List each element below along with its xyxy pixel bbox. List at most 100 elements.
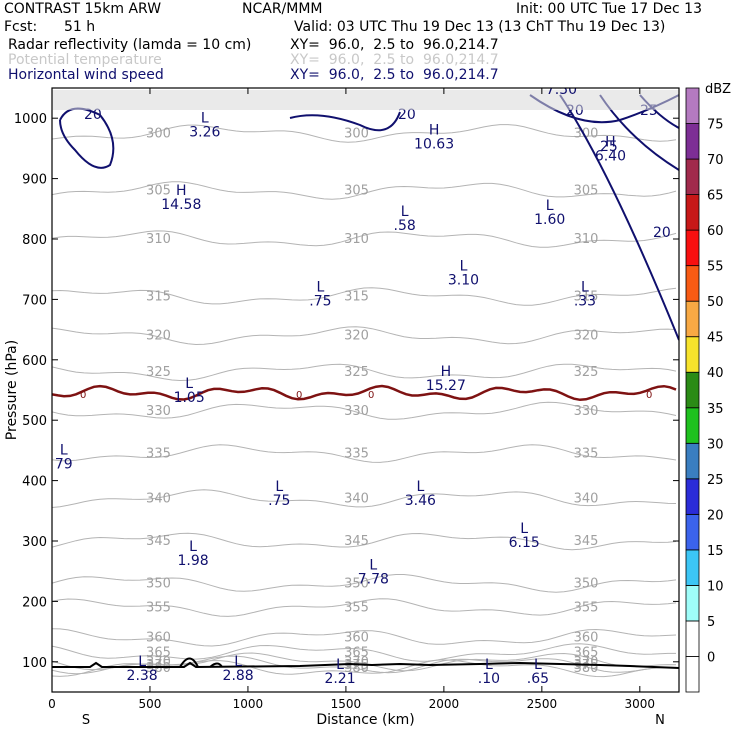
colorbar-segment [685, 656, 700, 693]
extremum-l-mark: L [138, 654, 146, 670]
isentrope-label: 340 [146, 492, 171, 507]
x-tick-label: 3000 [625, 697, 656, 711]
freezing-level-label: 0 [80, 390, 86, 401]
isentrope-label: 340 [344, 492, 369, 507]
wind-speed-label: 20 [398, 107, 416, 123]
y-tick-label: 300 [22, 535, 47, 550]
isentrope-330 [52, 401, 677, 420]
org-label: NCAR/MMM [242, 1, 323, 17]
isentrope-365 [52, 643, 676, 662]
fcst-value: 51 h [64, 19, 96, 35]
isentrope-label: 315 [146, 289, 171, 304]
colorbar-segment [685, 442, 700, 480]
isentrope-label: 340 [574, 492, 599, 507]
x-axis-label: Distance (km) [316, 712, 414, 728]
colorbar-tick-label: 5 [707, 615, 715, 630]
extremum-value: .33 [574, 293, 596, 309]
isentrope-label: 365 [574, 646, 599, 661]
colorbar-tick-label: 60 [707, 224, 724, 239]
field-xy-wind: XY= 96.0, 2.5 to 96.0,214.7 [290, 67, 499, 83]
colorbar-segment [685, 371, 700, 409]
isentrope-label: 310 [344, 232, 369, 247]
isentrope-label: 380 [574, 661, 599, 676]
extremum-h-mark: H [149, 26, 160, 42]
colorbar-segment [685, 407, 700, 444]
colorbar-units: dBZ [705, 82, 731, 97]
isentrope-350 [52, 574, 677, 593]
isentrope-label: 315 [344, 289, 369, 304]
y-axis-label: Pressure (hPa) [4, 340, 20, 440]
extremum-l-mark: L [336, 657, 344, 673]
extremum-value: 2.21 [324, 671, 355, 687]
colorbar-segment [685, 585, 700, 622]
extremum-value: 2.38 [127, 668, 158, 684]
x-tick-label: 2500 [527, 697, 558, 711]
colorbar-segment [685, 513, 700, 551]
isentrope-label: 360 [344, 631, 369, 646]
isentrope-label: 335 [344, 446, 369, 461]
extremum-l-mark: L [201, 110, 209, 126]
extremum-value: 79 [55, 457, 73, 473]
colorbar-segment [685, 549, 700, 586]
extremum-l-mark: L [342, 44, 350, 60]
y-tick-label: 900 [22, 173, 47, 188]
wind-speed-contour [559, 94, 679, 341]
extremum-l-mark: L [444, 26, 452, 42]
isentrope-375 [52, 655, 677, 675]
extremum-value: .65 [527, 671, 549, 687]
isentrope-label: 330 [344, 404, 369, 419]
y-tick-label: 600 [22, 354, 47, 369]
extremum-h-mark: H [176, 183, 187, 199]
isentrope-label: 325 [146, 365, 171, 380]
colorbar-segment [685, 229, 700, 267]
colorbar-segment [685, 620, 700, 657]
y-tick-label: 400 [22, 475, 47, 490]
extremum-l-mark: L [416, 479, 424, 495]
colorbar-tick-label: 0 [707, 650, 715, 665]
isentrope-label: 335 [574, 446, 599, 461]
isentrope-345 [52, 532, 677, 551]
extremum-value: 8.70 [138, 40, 169, 56]
extremum-l-mark: L [460, 258, 468, 274]
isentrope-300 [52, 124, 677, 143]
isentrope-label: 355 [146, 600, 171, 615]
freezing-level-label: 0 [646, 390, 652, 401]
colorbar-tick-label: 35 [707, 402, 724, 417]
isentrope-label: 320 [574, 329, 599, 344]
colorbar-segment [685, 123, 700, 160]
extremum-l-mark: L [546, 198, 554, 214]
freezing-level-label: 0 [368, 390, 374, 401]
wind-speed-label: 20 [653, 225, 671, 241]
extremum-value: .75 [268, 493, 290, 509]
isentrope-label: 380 [146, 661, 171, 676]
colorbar-segment [685, 158, 700, 195]
fcst-label: Fcst: [4, 19, 38, 35]
extremum-value: .58 [394, 218, 416, 234]
colorbar-tick-label: 30 [707, 437, 724, 452]
x-tick-label: 2000 [429, 697, 460, 711]
isentrope-380 [52, 659, 677, 678]
colorbar-tick-label: 50 [707, 295, 724, 310]
isentrope-320 [52, 326, 677, 346]
north-label: N [655, 713, 665, 728]
extremum-l-mark: L [581, 279, 589, 295]
extremum-value: 6.15 [509, 535, 540, 551]
isentrope-label: 310 [574, 232, 599, 247]
terrain-line [52, 661, 679, 669]
extremum-value: 298.5 [208, 40, 248, 56]
isentrope-label: 345 [146, 534, 171, 549]
isentrope-label: 300 [574, 126, 599, 141]
isentrope-label: 365 [146, 646, 171, 661]
wind-speed-label: 20 [84, 107, 102, 123]
isentrope-label: 355 [344, 600, 369, 615]
isentrope-label: 330 [574, 404, 599, 419]
colorbar-segment [685, 194, 700, 231]
isentrope-360 [52, 628, 677, 647]
y-tick-label: 200 [22, 595, 47, 610]
extremum-l-mark: L [185, 376, 193, 392]
isentrope-label: 320 [344, 329, 369, 344]
freezing-level-line [52, 384, 677, 402]
isentrope-label: 370 [344, 655, 369, 670]
extremum-value: 301.1 [326, 58, 366, 74]
extremum-h-mark: H [556, 68, 567, 84]
